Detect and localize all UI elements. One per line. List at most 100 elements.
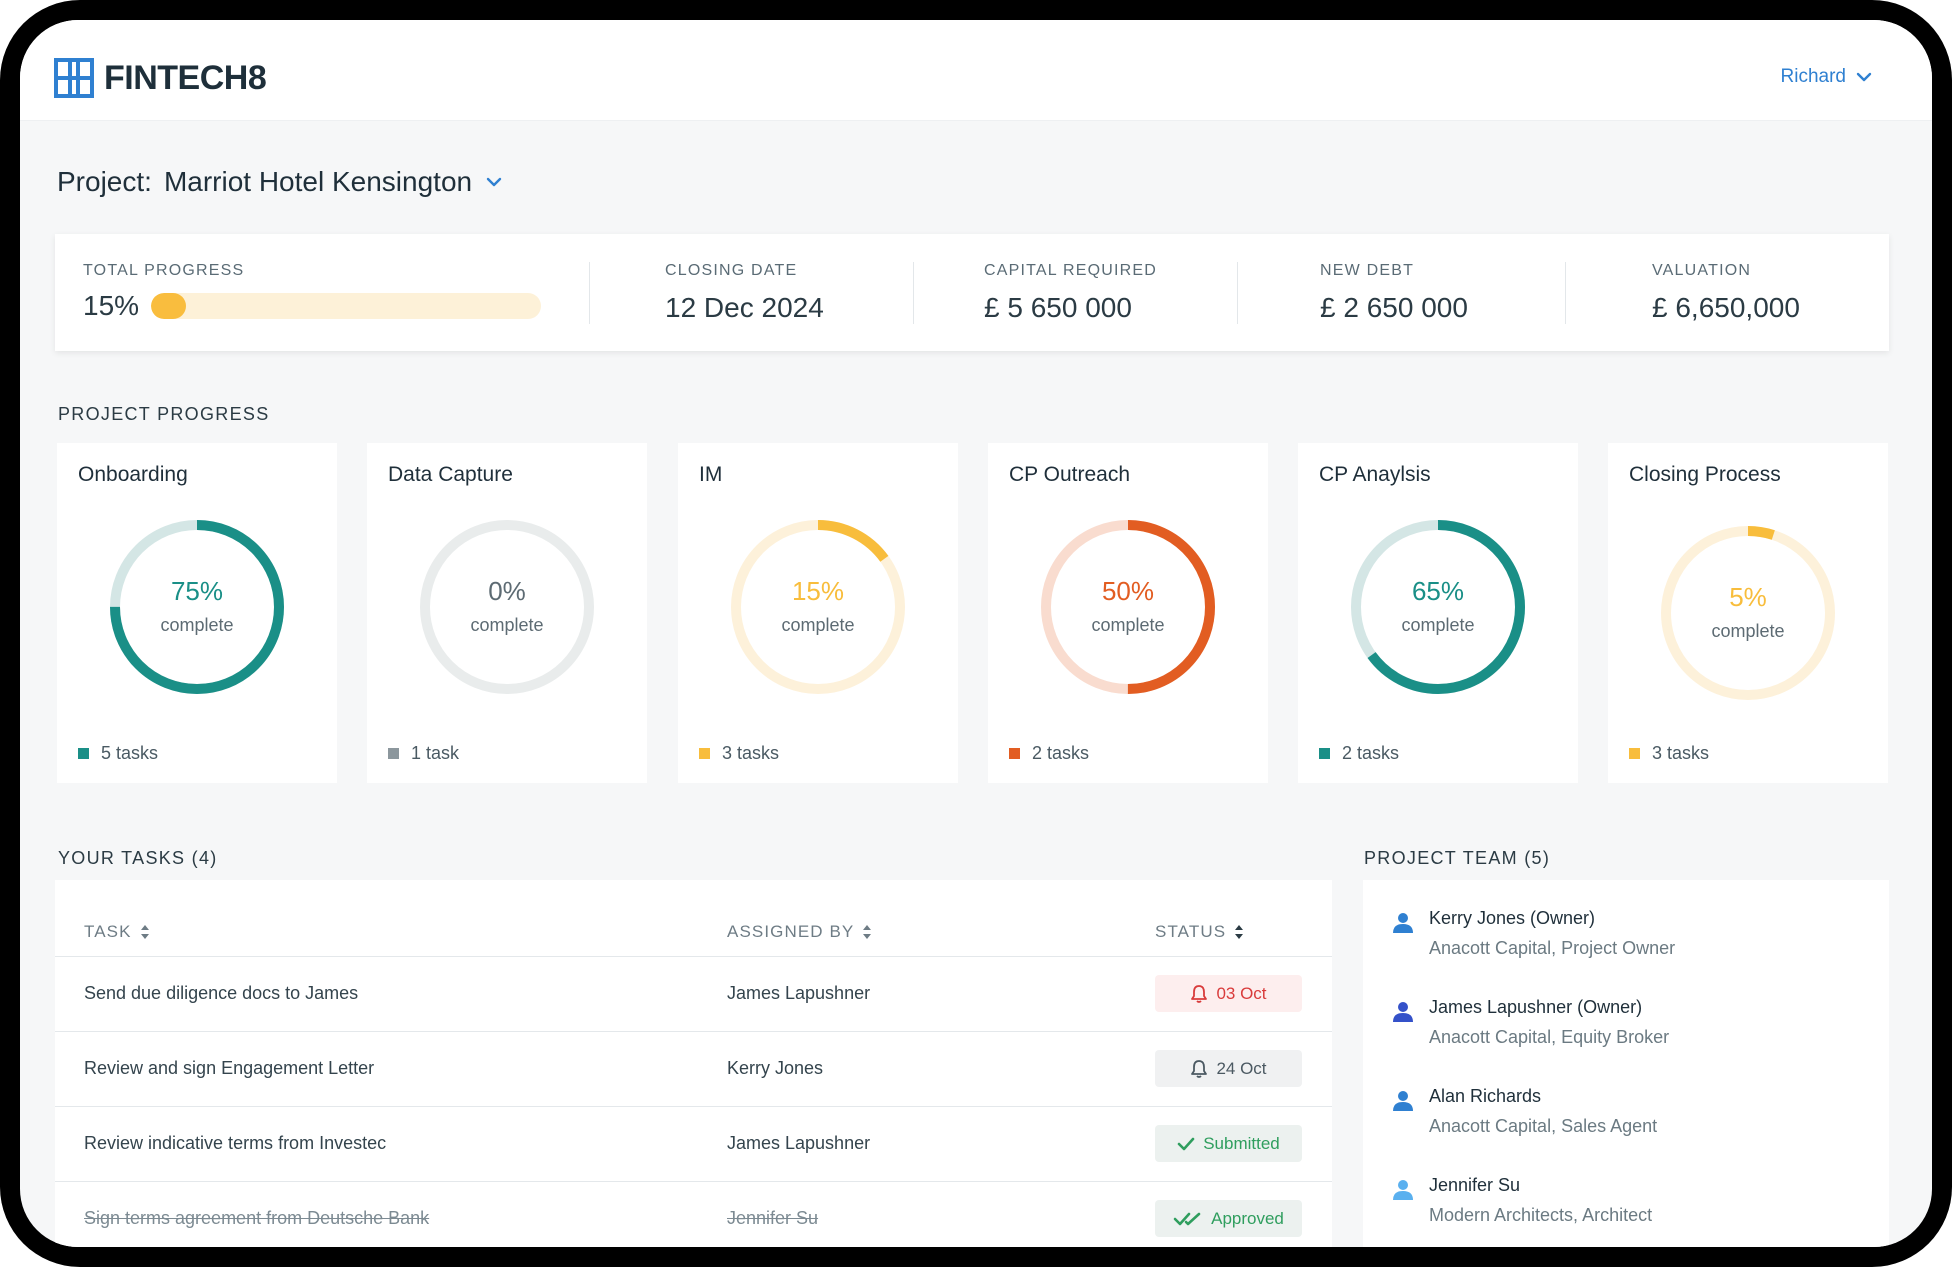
progress-ring-arc <box>110 520 284 694</box>
column-header-label: TASK <box>84 922 132 941</box>
progress-task-count: 2 tasks <box>1009 743 1089 764</box>
member-role: Modern Architects, Architect <box>1429 1205 1653 1225</box>
progress-ring <box>731 520 905 694</box>
progress-percent: 15% <box>791 576 845 606</box>
status-badge[interactable]: 24 Oct <box>1155 1050 1302 1087</box>
legend-square <box>1319 748 1330 759</box>
task-name: Review and sign Engagement Letter <box>84 1058 375 1078</box>
legend-square <box>699 748 710 759</box>
project-selector[interactable]: Project: Marriot Hotel Kensington <box>57 166 502 198</box>
progress-card[interactable]: Onboarding 75% complete 5 tasks <box>57 443 337 783</box>
progress-ring <box>1661 526 1835 700</box>
progress-ring <box>1041 520 1215 694</box>
progress-task-count: 5 tasks <box>78 743 158 764</box>
task-count-label: 3 tasks <box>722 743 780 763</box>
progress-percent: 65% <box>1411 576 1465 606</box>
progress-ring-track <box>420 520 594 694</box>
user-icon <box>1393 1091 1413 1111</box>
member-role: Anacott Capital, Equity Broker <box>1429 1027 1670 1047</box>
top-bar: FINTECH8 Richard <box>20 20 1932 121</box>
stat-label: TOTAL PROGRESS <box>83 262 245 279</box>
sort-icon <box>140 925 149 939</box>
status-label: 24 Oct <box>1216 1058 1267 1078</box>
tasks-table: TASK ASSIGNED BY STATUS Send due diligen… <box>55 880 1332 1247</box>
user-icon <box>1393 1002 1413 1022</box>
progress-card[interactable]: Closing Process 5% complete 3 tasks <box>1608 443 1888 783</box>
column-header-task[interactable]: TASK <box>84 922 150 942</box>
progress-task-count: 3 tasks <box>699 743 779 764</box>
progress-percent: 5% <box>1729 582 1767 612</box>
stat-label: NEW DEBT <box>1320 262 1415 279</box>
task-assigned-by: Kerry Jones <box>727 1058 824 1078</box>
user-name: Richard <box>1780 66 1846 87</box>
task-name: Sign terms agreement from Deutsche Bank <box>84 1208 430 1228</box>
stat-value: £ 5 650 000 <box>984 292 1132 323</box>
progress-task-count: 2 tasks <box>1319 743 1399 764</box>
member-role: Anacott Capital, Sales Agent <box>1429 1116 1658 1136</box>
summary-card: TOTAL PROGRESS 15% CLOSING DATE 12 Dec 2… <box>55 234 1889 351</box>
task-name: Review indicative terms from Investec <box>84 1133 387 1153</box>
project-name: Marriot Hotel Kensington <box>163 166 473 197</box>
chevron-down-icon <box>1856 72 1872 82</box>
progress-sub-label: complete <box>160 615 234 635</box>
progress-card[interactable]: CP Outreach 50% complete 2 tasks <box>988 443 1268 783</box>
task-assigned-by: James Lapushner <box>727 983 871 1003</box>
progress-ring-arc <box>1351 520 1525 694</box>
progress-card-title: CP Anaylsis <box>1319 463 1431 486</box>
task-count-label: 3 tasks <box>1652 743 1710 763</box>
logo[interactable]: FINTECH8 <box>54 58 267 98</box>
progress-card-title: Onboarding <box>78 463 188 486</box>
project-team-list: Kerry Jones (Owner) Anacott Capital, Proj… <box>1363 880 1889 1247</box>
divider <box>913 262 914 324</box>
double-check-icon <box>1173 1212 1201 1225</box>
user-menu-button[interactable]: Richard <box>1781 66 1872 88</box>
valuation-stat: VALUATION £ 6,650,000 <box>1652 262 1800 324</box>
status-badge[interactable]: 03 Oct <box>1155 975 1302 1012</box>
task-row[interactable]: Review and sign Engagement Letter Kerry J… <box>55 1031 1332 1107</box>
sort-icon <box>1235 925 1244 939</box>
bell-icon <box>1191 984 1208 1003</box>
progress-card[interactable]: Data Capture 0% complete 1 task <box>367 443 647 783</box>
chevron-down-icon <box>486 177 502 187</box>
stat-value: 15% <box>83 290 140 321</box>
progress-ring <box>420 520 594 694</box>
column-header-assigned-by[interactable]: ASSIGNED BY <box>727 922 872 942</box>
status-badge[interactable]: Approved <box>1155 1200 1302 1237</box>
project-progress-title: PROJECT PROGRESS <box>58 404 270 424</box>
progress-card-title: Closing Process <box>1629 463 1781 486</box>
status-label: Approved <box>1211 1208 1284 1228</box>
progress-sub-label: complete <box>1091 615 1165 635</box>
stat-value: £ 6,650,000 <box>1652 292 1800 323</box>
stat-label: CAPITAL REQUIRED <box>984 262 1158 279</box>
project-label: Project: <box>57 166 152 197</box>
task-count-label: 5 tasks <box>101 743 159 763</box>
progress-percent: 50% <box>1101 576 1155 606</box>
progress-task-count: 3 tasks <box>1629 743 1709 764</box>
divider <box>1565 262 1566 324</box>
task-row[interactable]: Review indicative terms from Investec Jam… <box>55 1106 1332 1182</box>
progress-card[interactable]: IM 15% complete 3 tasks <box>678 443 958 783</box>
closing-date-stat: CLOSING DATE 12 Dec 2024 <box>665 262 824 324</box>
column-header-status[interactable]: STATUS <box>1155 922 1244 942</box>
task-assigned-by: Jennifer Su <box>727 1208 819 1228</box>
your-tasks-title: YOUR TASKS (4) <box>58 848 218 868</box>
capital-required-stat: CAPITAL REQUIRED £ 5 650 000 <box>984 262 1157 324</box>
member-name: Jennifer Su <box>1429 1175 1521 1195</box>
progress-ring-track <box>1661 526 1835 700</box>
progress-sub-label: complete <box>1711 621 1785 641</box>
total-progress-bar <box>151 293 541 319</box>
progress-card[interactable]: CP Anaylsis 65% complete 2 tasks <box>1298 443 1578 783</box>
task-row[interactable]: Sign terms agreement from Deutsche Bank J… <box>55 1181 1332 1247</box>
stat-value: £ 2 650 000 <box>1320 292 1468 323</box>
status-label: 03 Oct <box>1216 983 1267 1003</box>
check-icon <box>1177 1137 1195 1150</box>
progress-sub-label: complete <box>781 615 855 635</box>
user-icon <box>1393 913 1413 933</box>
status-badge[interactable]: Submitted <box>1155 1125 1302 1162</box>
member-role: Anacott Capital, Project Owner <box>1429 938 1676 958</box>
task-row[interactable]: Send due diligence docs to James James La… <box>55 956 1332 1032</box>
progress-card-title: IM <box>699 463 723 486</box>
logo-text: FINTECH8 <box>104 58 267 97</box>
progress-sub-label: complete <box>1401 615 1475 635</box>
